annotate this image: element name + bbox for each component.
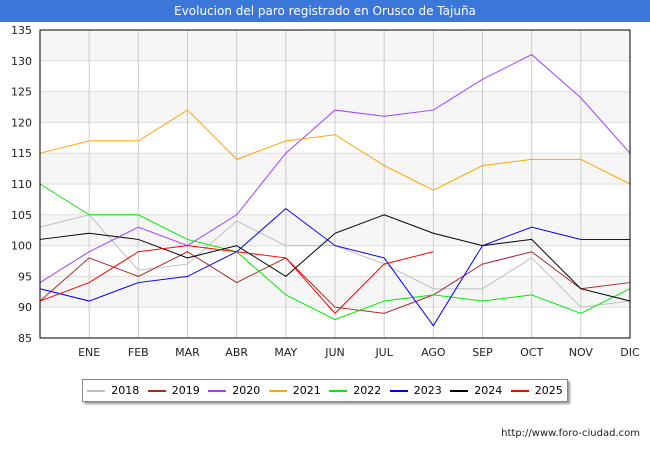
x-tick-label: AGO (421, 346, 446, 359)
legend-swatch (389, 389, 408, 392)
legend: 2018 2019 2020 2021 2022 2023 2024 2025 (82, 379, 568, 402)
x-tick-label: DIC (620, 346, 640, 359)
series-line-2023 (39, 207, 630, 327)
legend-item-2023: 2023 (389, 384, 442, 397)
y-tick-label: 130 (11, 55, 32, 68)
series-line-2021 (39, 109, 631, 191)
legend-item-2025: 2025 (510, 384, 563, 397)
legend-swatch (87, 389, 106, 392)
x-tick-label: FEB (128, 346, 149, 359)
y-tick-label: 110 (11, 178, 32, 191)
series-line-2019 (39, 251, 631, 314)
legend-item-2024: 2024 (450, 384, 502, 397)
y-tick-label: 120 (11, 116, 32, 129)
legend-swatch (147, 389, 166, 392)
legend-label: 2021 (292, 384, 321, 397)
legend-item-2019: 2019 (147, 384, 200, 397)
legend-label: 2025 (534, 384, 563, 397)
legend-label: 2020 (232, 384, 261, 397)
legend-label: 2023 (413, 384, 442, 397)
x-tick-label: MAY (274, 346, 297, 359)
x-tick-label: JUN (324, 346, 345, 359)
series-line-2022 (39, 183, 631, 321)
x-tick-label: ENE (78, 346, 100, 359)
x-tick-label: OCT (520, 346, 543, 359)
legend-item-2018: 2018 (87, 384, 139, 397)
legend-swatch (510, 389, 529, 392)
y-tick-label: 135 (11, 24, 32, 37)
legend-swatch (329, 389, 348, 392)
series-line-2024 (39, 214, 631, 302)
plot-border (39, 29, 631, 339)
legend-label: 2024 (474, 384, 503, 397)
y-tick-label: 125 (11, 86, 32, 99)
legend-label: 2019 (171, 384, 200, 397)
source-url[interactable]: http://www.foro-ciudad.com (501, 428, 640, 439)
legend-item-2021: 2021 (268, 384, 321, 397)
legend-label: 2018 (111, 384, 140, 397)
legend-swatch (450, 389, 469, 392)
legend-item-2020: 2020 (208, 384, 260, 397)
x-tick-label: ABR (225, 346, 248, 359)
x-tick-label: NOV (569, 346, 594, 359)
series-line-2020 (39, 54, 631, 283)
legend-swatch (208, 389, 227, 392)
legend-swatch (268, 389, 287, 392)
y-tick-label: 85 (18, 332, 32, 345)
chart-title: Evolucion del paro registrado en Orusco … (0, 0, 650, 22)
y-tick-label: 105 (11, 209, 32, 222)
y-tick-label: 90 (18, 301, 32, 314)
y-tick-label: 95 (18, 270, 32, 283)
legend-label: 2022 (353, 384, 382, 397)
x-tick-label: JUL (374, 346, 393, 359)
y-tick-label: 115 (11, 147, 32, 160)
x-tick-label: SEP (472, 346, 493, 359)
x-tick-label: MAR (175, 346, 200, 359)
legend-item-2022: 2022 (329, 384, 381, 397)
y-tick-label: 100 (11, 240, 32, 253)
series-line-2025 (39, 245, 434, 315)
